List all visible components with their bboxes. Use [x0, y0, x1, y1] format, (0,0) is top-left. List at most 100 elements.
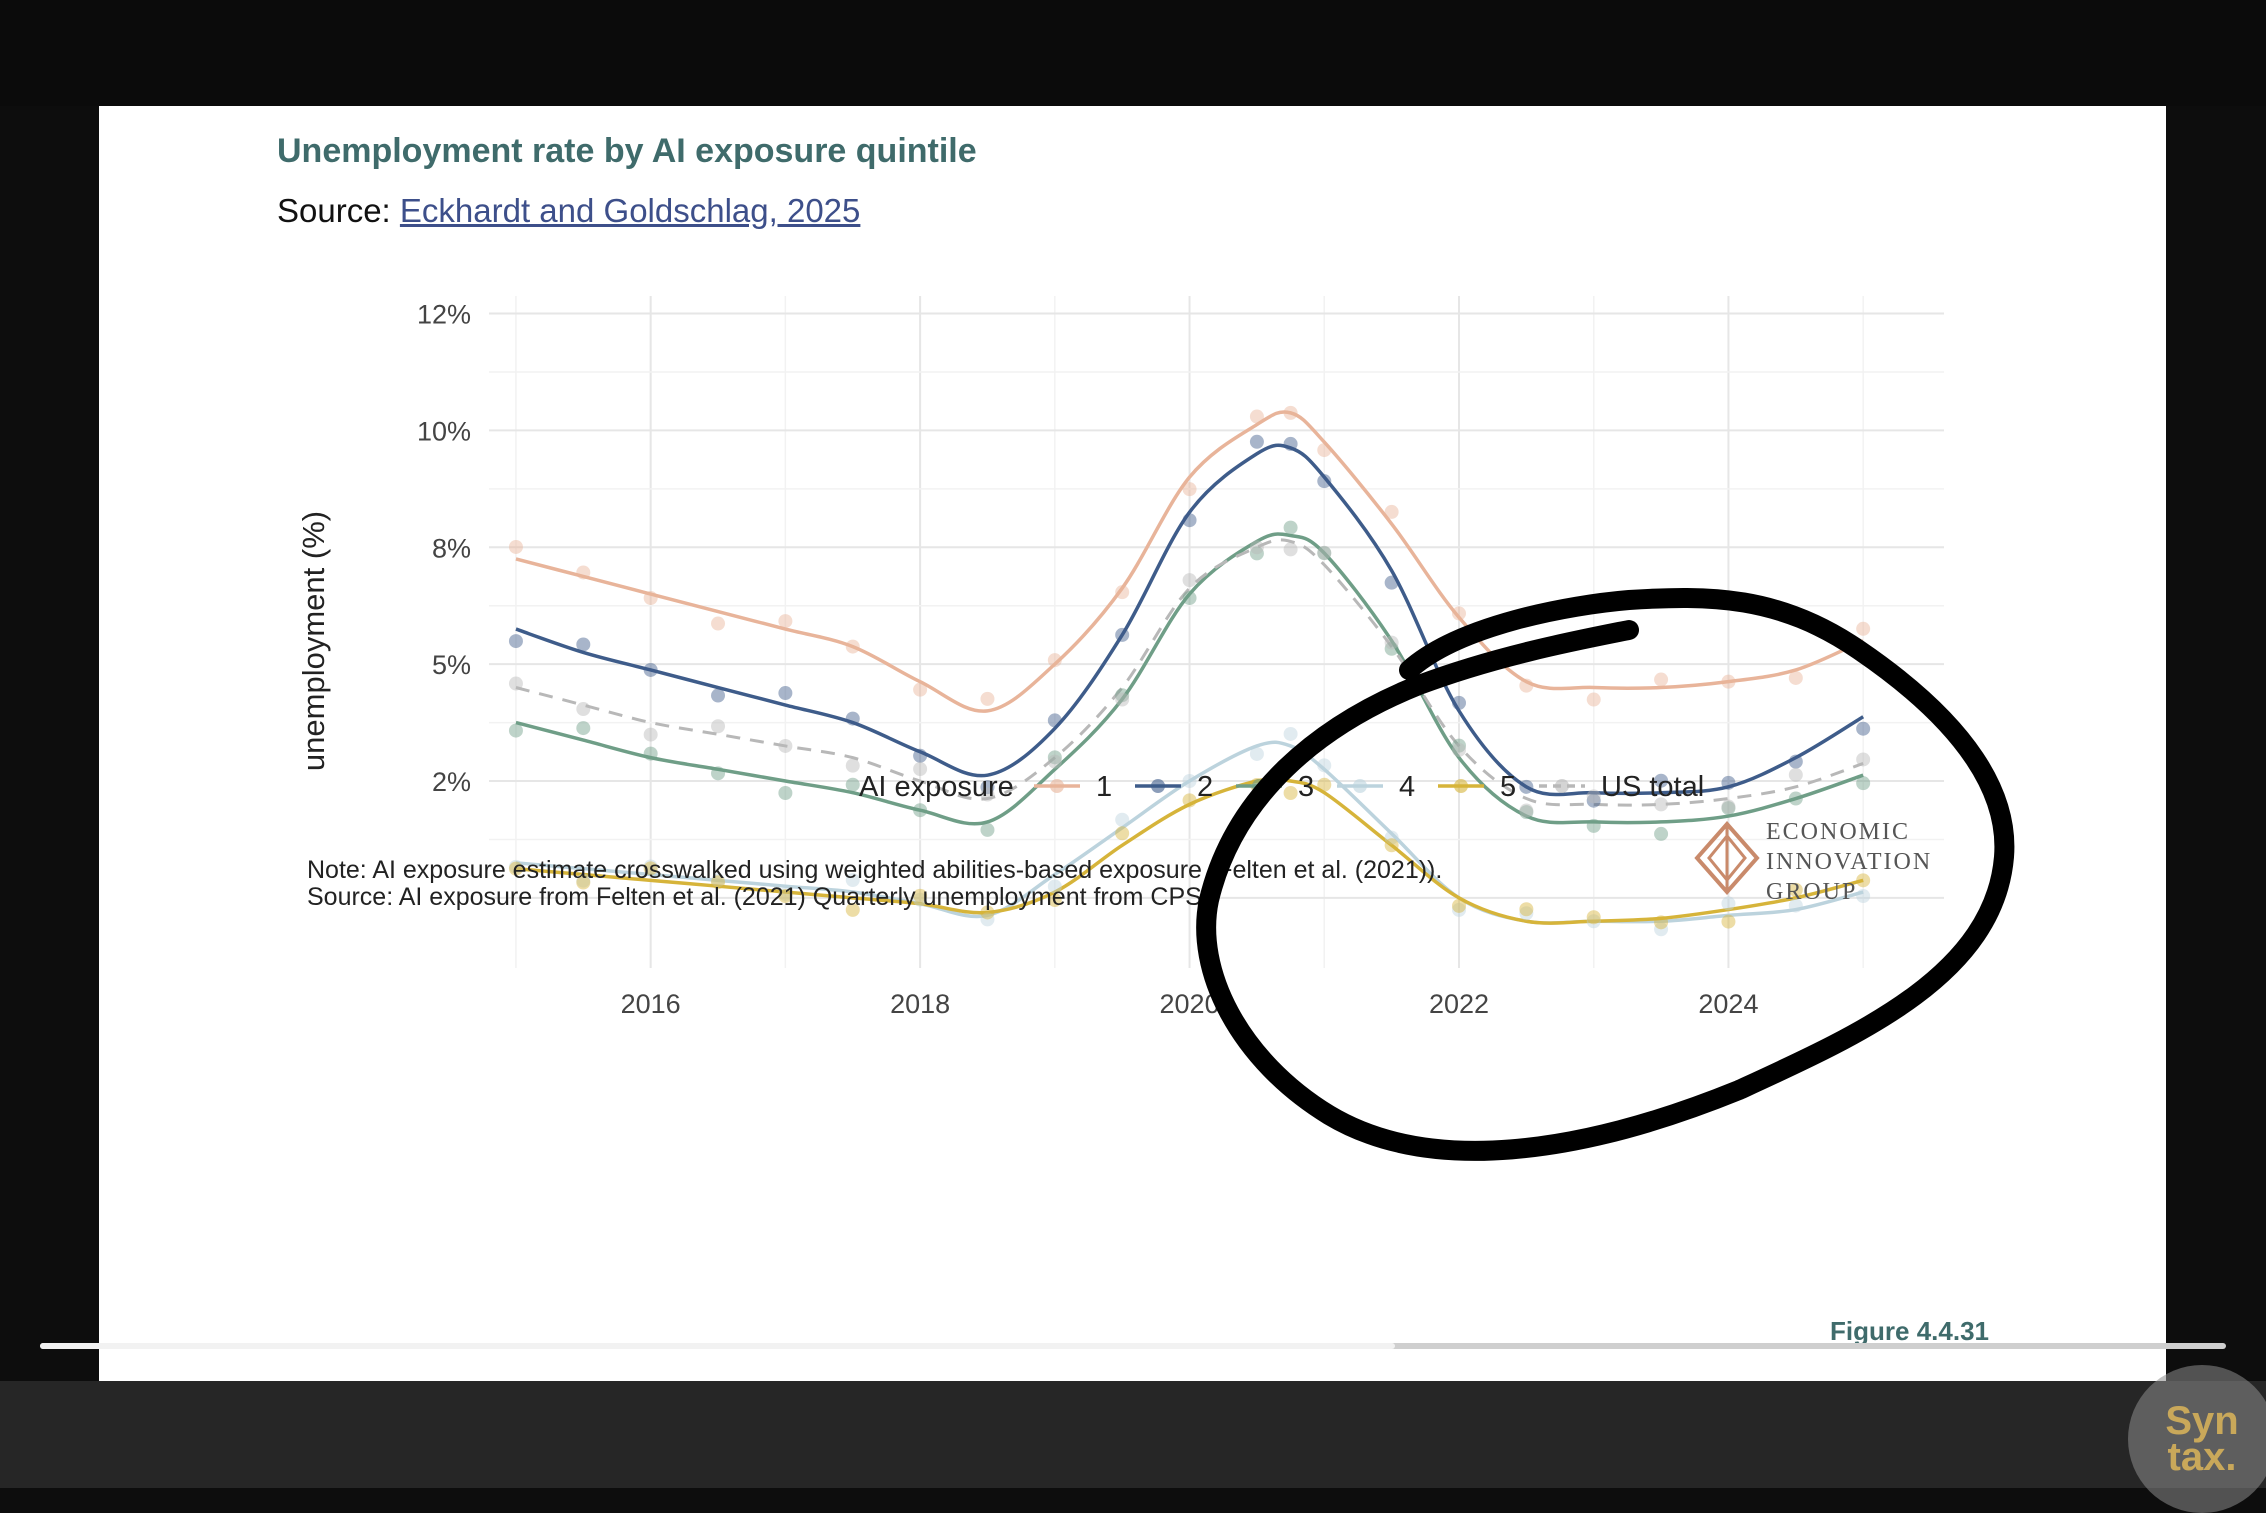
- series-2-point: [1519, 779, 1534, 794]
- series-2-point: [913, 748, 928, 763]
- watermark-text: Syn tax.: [2165, 1399, 2239, 1479]
- axes: 2% 5% 8% 10% 12% 2016 2018 2020 2022 2024: [417, 300, 1759, 1019]
- series-us-total-point: [1452, 742, 1466, 757]
- series-4-point: [1856, 889, 1871, 904]
- series-us-total-point: [1115, 692, 1130, 707]
- series-5-point: [1721, 914, 1736, 929]
- series-4-point: [1452, 902, 1466, 917]
- series-3-point: [1384, 641, 1399, 656]
- series-us-total-point: [1586, 789, 1601, 804]
- series-5-point: [508, 861, 523, 876]
- series-2-point: [576, 637, 591, 652]
- source-line: Source: Eckhardt and Goldschlag, 2025: [277, 192, 860, 230]
- series-us-total-point: [1519, 803, 1534, 818]
- series-us-total-point: [980, 787, 995, 802]
- series-4-point: [508, 859, 523, 874]
- series-1-point: [1856, 621, 1871, 636]
- series-4-point: [845, 873, 860, 888]
- top-bar: [0, 0, 2266, 106]
- legend-label: 1: [1096, 771, 1112, 803]
- series-1-point: [508, 539, 523, 554]
- series-4-point: [1283, 726, 1298, 741]
- series-5-point: [1856, 873, 1871, 888]
- series-us-total-point: [778, 738, 793, 753]
- note-line-1: Note: AI exposure estimate crosswalked u…: [307, 856, 1442, 884]
- series-3-point: [576, 721, 591, 736]
- series-3-point: [1249, 546, 1264, 561]
- series-2-point: [845, 711, 860, 726]
- source-link[interactable]: Eckhardt and Goldschlag, 2025: [399, 192, 861, 229]
- series-4-point: [1249, 746, 1264, 761]
- series-4-point: [1586, 914, 1601, 929]
- series-4-point: [1317, 758, 1332, 773]
- series-3-point: [1519, 805, 1534, 820]
- series-1-point: [845, 639, 860, 654]
- series-3-point: [1856, 776, 1871, 791]
- series-1-point: [576, 565, 591, 580]
- series-3-point: [1452, 738, 1466, 753]
- series-1-point: [913, 682, 928, 697]
- series-1-point: [643, 591, 658, 606]
- series-5-point: [1317, 777, 1332, 792]
- y-axis-label: unemployment (%): [296, 511, 331, 771]
- figure-label: Figure 4.4.31: [1830, 1316, 1989, 1346]
- series-2-point: [1654, 773, 1669, 788]
- series-2-point: [1115, 627, 1130, 642]
- series-4-point: [1788, 898, 1803, 913]
- series-4-point: [980, 912, 995, 927]
- legend-swatch-dot: [1353, 779, 1367, 793]
- chart-title: Unemployment rate by AI exposure quintil…: [277, 132, 977, 170]
- legend-title: AI exposure: [859, 771, 1014, 803]
- series-4-point: [1115, 812, 1130, 827]
- note-line-2: Source: AI exposure from Felten et al. (…: [307, 883, 1209, 911]
- eig-logo: ECONOMIC INNOVATION GROUP: [1694, 819, 1930, 905]
- syntax-watermark-logo: Syn tax.: [2128, 1365, 2266, 1513]
- series-lines: [515, 410, 1865, 925]
- series-3-point: [778, 786, 793, 801]
- series-us-total-point: [1249, 540, 1264, 555]
- series-1-point: [1317, 443, 1332, 458]
- series-us-total-point: [1283, 542, 1298, 557]
- series-5-point: [576, 875, 591, 890]
- series-3-point: [1586, 818, 1601, 833]
- series-5-point: [1115, 826, 1130, 841]
- series-5-point: [1452, 898, 1466, 913]
- series-4-point: [576, 873, 591, 888]
- series-3-point: [845, 777, 860, 792]
- series-4-point: [1654, 922, 1669, 937]
- series-us-total-point: [1721, 799, 1736, 814]
- series-us-total-point: [845, 758, 860, 773]
- series-2-point: [1182, 513, 1197, 528]
- series-1-point: [1519, 678, 1534, 693]
- series-1-point: [1047, 653, 1062, 668]
- series-3-point: [1283, 520, 1298, 535]
- series-3-point: [1788, 791, 1803, 806]
- series-4-point: [1047, 879, 1062, 894]
- series-3-point: [711, 766, 726, 781]
- series-2-line: [515, 443, 1865, 797]
- series-us-total-point: [913, 762, 928, 777]
- legend-label: US total: [1601, 771, 1704, 803]
- series-3-point: [1115, 688, 1130, 703]
- series-3-point: [1317, 546, 1332, 561]
- series-2-point: [1047, 713, 1062, 728]
- series-us-total-point: [576, 702, 591, 717]
- series-1-point: [1115, 585, 1130, 600]
- series-3-point: [1047, 750, 1062, 765]
- series-1-point: [1788, 670, 1803, 685]
- legend-swatch-dot: [1454, 779, 1468, 793]
- series-5-point: [1586, 910, 1601, 925]
- series-5-point: [643, 861, 658, 876]
- logo-line-3: GROUP: [1766, 879, 1857, 905]
- video-progress-bar[interactable]: [40, 1343, 2226, 1349]
- series-5-point: [980, 905, 995, 920]
- series-us-total-point: [711, 719, 726, 734]
- series-1-point: [1452, 606, 1466, 621]
- series-us-total-point: [1788, 767, 1803, 782]
- series-3-point: [1182, 591, 1197, 606]
- series-1-point: [1384, 504, 1399, 519]
- legend-label: 4: [1399, 771, 1415, 803]
- eig-logo-icon: [1694, 820, 1760, 896]
- series-2-point: [1384, 575, 1399, 590]
- legend-label: 2: [1197, 771, 1213, 803]
